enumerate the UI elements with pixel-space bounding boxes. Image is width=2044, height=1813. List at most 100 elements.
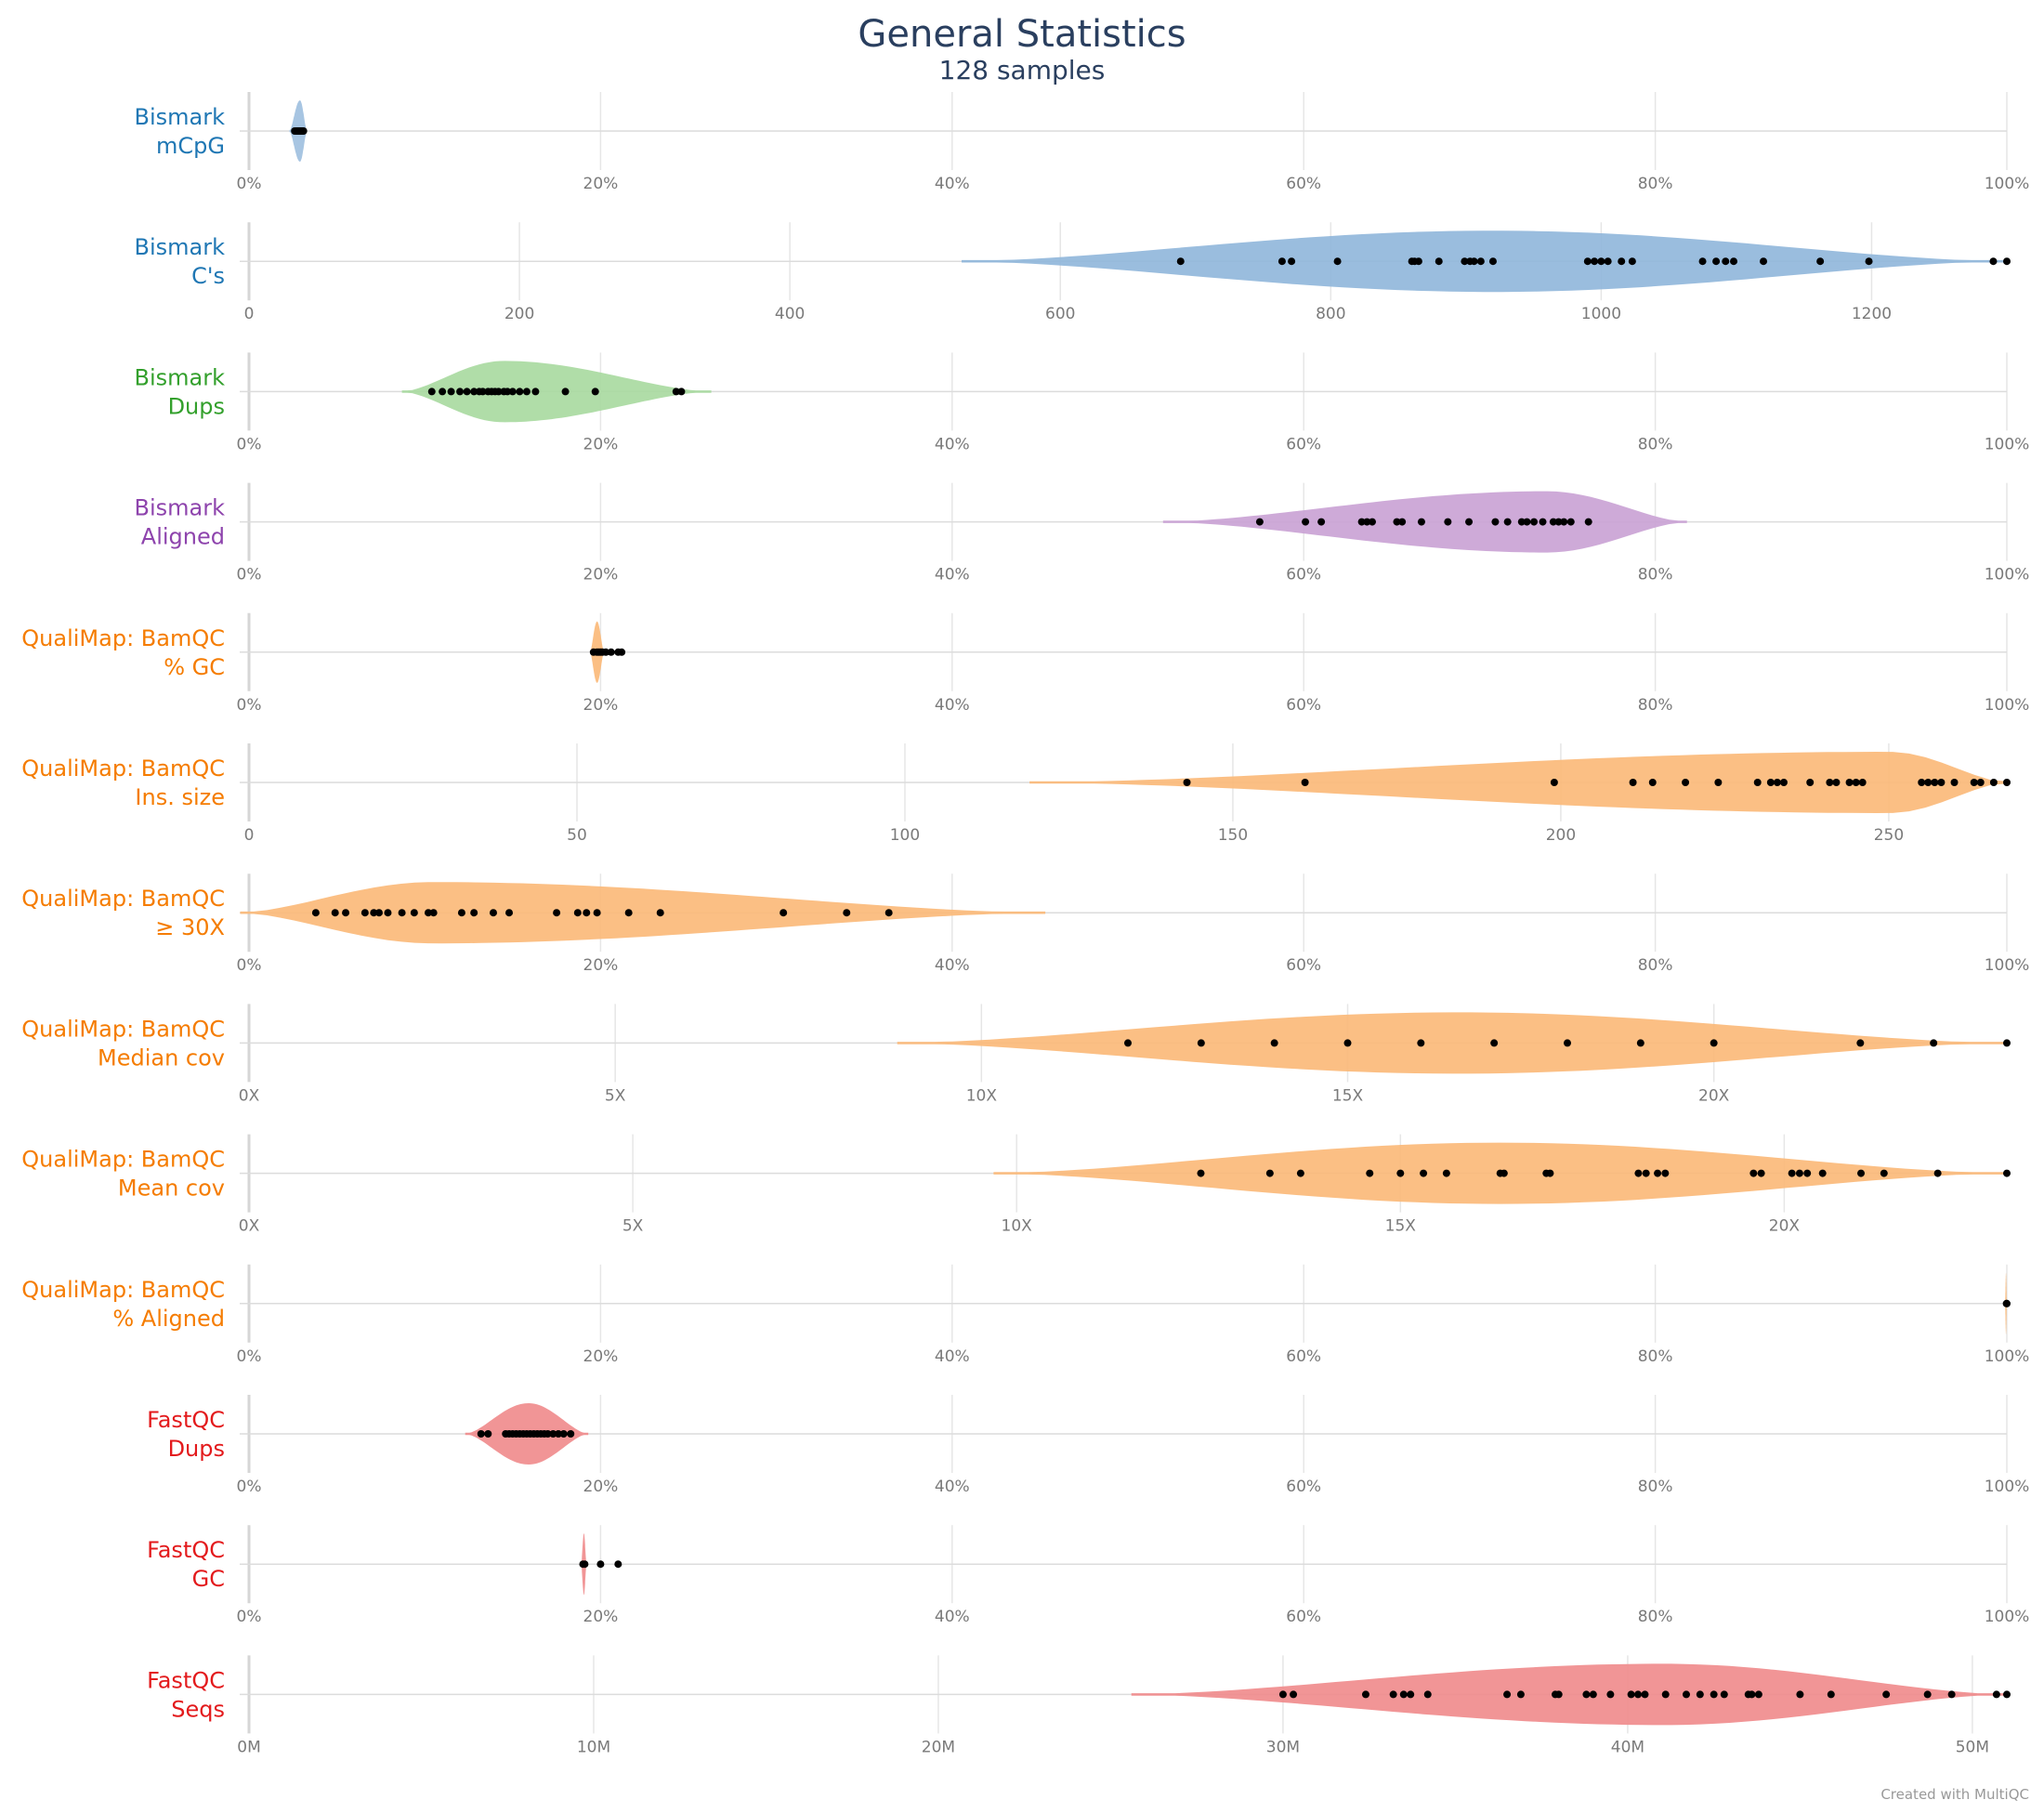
tick-label: 40% [935,566,970,585]
sample-point [1826,779,1834,786]
sample-point [1317,518,1326,526]
sample-point [1288,257,1296,266]
sample-point [559,1430,568,1438]
sample-point [1302,518,1310,526]
violin-shape [1029,752,2007,813]
sample-point [331,909,339,917]
sample-point [410,909,418,917]
sample-point [1491,518,1500,526]
sample-point [1634,1169,1643,1177]
sample-point [2003,257,2011,266]
sample-point [1779,779,1788,786]
tick-label: 100 [890,826,920,845]
sample-point [1566,518,1575,526]
sample-point [1760,257,1768,266]
row-label-line2: % Aligned [112,1306,225,1332]
sample-point [573,909,582,917]
tick-label: 40% [935,1478,970,1496]
row-label-line1: Bismark [135,234,226,260]
tick-label: 60% [1286,175,1321,193]
tick-label: 0 [244,305,255,323]
sample-point [1361,1690,1369,1699]
sample-point [2003,1299,2011,1307]
sample-point [1924,779,1933,786]
tick-label: 150 [1218,826,1248,845]
tick-label: 50M [1956,1738,1989,1756]
sample-point [1270,1039,1278,1047]
row-0: Bismark mCpG 0% 20% 40% 60% 80% 100% [135,92,2030,193]
tick-label: 20M [922,1738,955,1756]
tick-label: 20% [583,956,619,975]
sample-point [1500,1169,1508,1177]
row-11: FastQC GC 0% 20% 40% 60% 80% 100% [147,1525,2029,1626]
sample-point [1950,779,1959,786]
tick-label: 80% [1638,1347,1673,1366]
row-9: QualiMap: BamQC % Aligned 0% 20% 40% 60% 80% 10… [21,1264,2029,1366]
tick-label: 10X [966,1086,998,1105]
tick-label: 40% [935,175,970,193]
sample-point [1517,518,1526,526]
sample-point [494,388,503,396]
tick-label: 60% [1286,696,1321,715]
sample-point [1696,1690,1704,1699]
sample-point [1788,1169,1796,1177]
tick-label: 20% [583,175,619,193]
sample-point [602,648,610,656]
tick-label: 0M [237,1738,260,1756]
sample-point [1766,779,1775,786]
sample-point [1124,1039,1132,1047]
sample-point [1856,1039,1865,1047]
sample-point [607,648,615,656]
sample-point [439,388,447,396]
row-label-line2: Ins. size [135,784,225,810]
row-label-line2: Mean cov [118,1176,225,1202]
tick-label: 40% [935,696,970,715]
credit-text: Created with MultiQC [1880,1786,2029,1803]
sample-point [1712,257,1721,266]
sample-point [1516,1690,1525,1699]
row-label-line1: Bismark [135,495,226,521]
sample-point [1629,779,1637,786]
sample-point [370,909,378,917]
row-label-line2: Seqs [171,1696,225,1722]
sample-point [1407,1690,1415,1699]
sample-point [1583,257,1592,266]
sample-point [1461,257,1469,266]
sample-point [1992,1690,2000,1699]
tick-label: 100% [1985,566,2030,585]
row-12: FastQC Seqs 0M 10M 20M 30M 40M 50M [147,1655,2011,1756]
tick-label: 100% [1985,435,2030,453]
sample-point [1636,1039,1644,1047]
sample-point [1417,1039,1425,1047]
sample-point [1389,1690,1397,1699]
tick-label: 60% [1286,1478,1321,1496]
sample-point [456,388,465,396]
sample-point [672,388,680,396]
sample-point [1591,257,1599,266]
sample-point [429,909,438,917]
sample-point [1549,518,1557,526]
sample-point [1627,1690,1635,1699]
row-label-line1: QualiMap: BamQC [21,1016,225,1042]
sample-point [1796,1690,1804,1699]
sample-point [1546,1169,1554,1177]
sample-point [1976,779,1985,786]
tick-label: 0% [237,1478,262,1496]
violin-shape [240,882,1046,944]
tick-label: 0% [237,175,262,193]
sample-point [1554,1690,1563,1699]
tick-label: 10X [1002,1217,1033,1236]
tick-label: 600 [1045,305,1075,323]
sample-point [384,909,392,917]
row-4: QualiMap: BamQC % GC 0% 20% 40% 60% 80% 100% [21,612,2030,715]
sample-point [1398,518,1407,526]
tick-label: 100% [1985,696,2030,715]
tick-label: 100% [1985,175,2030,193]
row-label-line2: % GC [164,654,225,680]
sample-point [656,909,664,917]
sample-point [624,909,633,917]
tick-label: 0X [239,1086,260,1105]
sample-point [780,909,788,917]
tick-label: 100% [1985,956,2030,975]
sample-point [1488,257,1497,266]
